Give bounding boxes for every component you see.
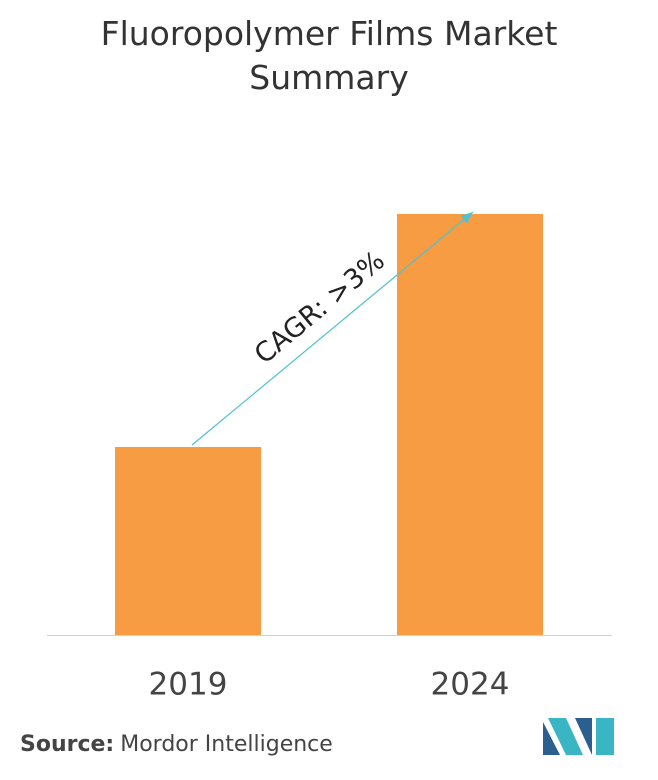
logo-shape (543, 722, 560, 755)
marks (115, 214, 543, 635)
cagr-arrow (191, 211, 474, 446)
logo-shape (596, 718, 614, 755)
x-tick-label: 2019 (149, 667, 228, 703)
x-tick-label: 2024 (431, 667, 510, 703)
logo (543, 718, 614, 755)
source-text: Source: Mordor Intelligence (20, 732, 333, 757)
source-label: Source: (20, 732, 114, 757)
title-box: Fluoropolymer Films Market Summary (0, 12, 658, 100)
bar (397, 214, 543, 635)
source-name: Mordor Intelligence (120, 732, 333, 757)
chart-title: Fluoropolymer Films Market Summary (100, 14, 558, 97)
cagr-annotation: CAGR: >3% (249, 245, 391, 370)
bar (115, 447, 261, 635)
logo-shape (575, 718, 592, 755)
logo-shape (548, 718, 583, 755)
arrow-head (460, 212, 473, 224)
